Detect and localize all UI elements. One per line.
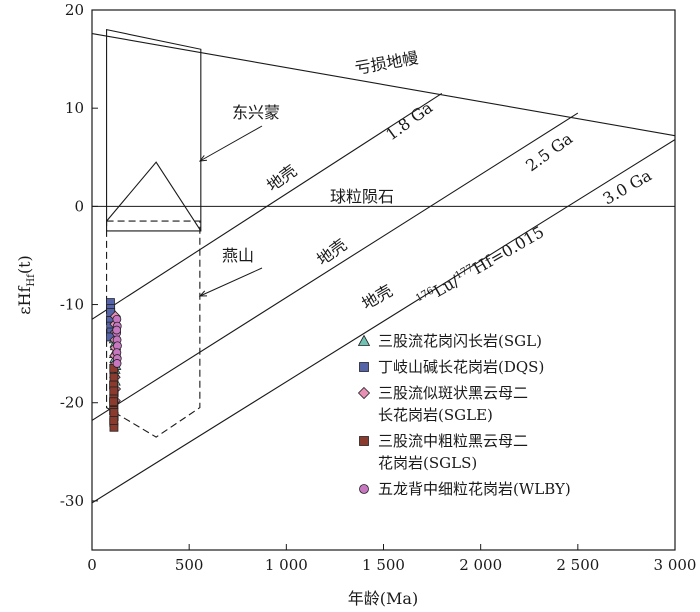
data-point [109,386,119,396]
legend-marker [357,386,371,400]
x-tick-label: 500 [175,556,204,574]
legend: 三股流花岗闪长岩(SGL) 丁岐山碱长花岗岩(DQS) 三股流似斑状黑云母二长花岗岩… [357,332,571,498]
y-tick-label: -30 [60,492,84,510]
field-outline [106,220,201,438]
reference-lines [92,33,675,504]
legend-label: 长花岗岩(SGLE) [378,406,493,424]
reference-line [92,112,579,421]
chondrite-label: 球粒陨石 [330,187,394,206]
y-axis-label-suffix: (t) [15,255,34,274]
legend-marker [357,334,371,346]
y-tick-label: -20 [60,394,84,412]
data-point [112,325,122,335]
legend-label: 花岗岩(SGLS) [378,454,477,472]
arrow-head [198,290,208,297]
reference-line [92,33,675,137]
y-tick-label: 0 [74,197,84,215]
reference-line [92,92,443,320]
axis-ticks: 0 500 1 000 1 500 2 000 2 500 3 000 -30 -20 -10 0 1… [60,1,697,574]
annotation-arrows [198,125,263,297]
field-inner-line [106,161,202,232]
legend-marker [359,362,369,372]
x-tick-label: 2 000 [459,556,502,574]
legend-label: 五龙背中细粒花岗岩(WLBY) [378,480,571,498]
y-axis-label: εHfHf(t) [15,255,37,315]
y-tick-label: 20 [65,1,84,19]
x-tick-label: 3 000 [654,556,697,574]
x-tick-label: 0 [87,556,97,574]
arrow-head [198,155,208,162]
data-point [109,408,119,417]
y-tick-label: 10 [65,99,84,117]
legend-label: 丁岐山碱长花岗岩(DQS) [378,358,544,376]
legend-label: 三股流似斑状黑云母二 [378,384,528,402]
x-tick-label: 1 500 [362,556,405,574]
dongxingmeng-label: 东兴蒙 [232,103,280,122]
data-point [109,415,119,425]
data-points [106,298,122,432]
legend-label: 三股流花岗闪长岩(SGL) [378,332,542,350]
data-point [112,359,122,368]
svg-text:εHfHf(t): εHfHf(t) [15,255,37,315]
legend-label: 三股流中粗粒黑云母二 [378,432,528,450]
y-axis-label-main: εHf [15,286,34,315]
x-tick-label: 1 000 [265,556,308,574]
data-point [109,397,118,407]
reference-line [92,139,675,504]
data-point [109,372,119,382]
legend-marker [359,484,369,494]
x-tick-label: 2 500 [556,556,599,574]
yanshan-label: 燕山 [222,246,254,265]
y-axis-label-sub: Hf [26,273,37,287]
y-tick-label: -10 [60,296,84,314]
plot-area [91,9,676,551]
fields [106,28,202,438]
legend-marker [359,436,369,446]
leader-line [199,267,263,297]
leader-line [199,125,263,162]
x-axis-label: 年龄(Ma) [348,589,418,608]
